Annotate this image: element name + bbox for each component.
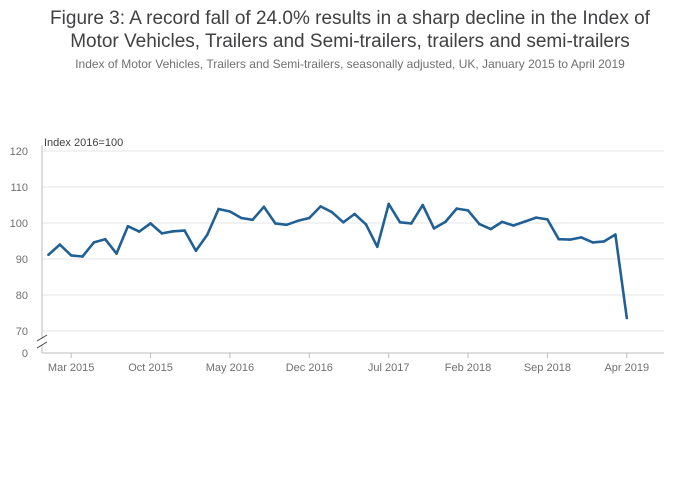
axis-break-mark [36,341,48,349]
data-point [330,210,334,214]
x-tick-label: Oct 2015 [128,362,173,374]
data-point [137,230,141,233]
data-point [546,218,549,221]
data-point [58,243,62,246]
x-tick-label: May 2016 [206,362,254,374]
y-tick-label: 80 [16,290,28,302]
data-point [149,222,152,225]
data-point [568,238,572,241]
data-point [614,233,617,236]
data-point [512,224,515,227]
data-point [126,224,130,228]
data-point [171,230,175,233]
data-point [183,229,186,232]
data-point [285,223,288,227]
y-axis-label: Index 2016=100 [44,137,123,149]
y-tick-label: 70 [16,326,28,338]
data-point [205,233,209,237]
data-point [410,222,413,225]
series-line [47,202,629,319]
data-point [432,227,436,230]
y-tick-label: 120 [10,146,28,158]
x-tick-label: Sep 2018 [524,362,571,374]
x-tick-label: Mar 2015 [48,362,94,374]
data-point [398,221,402,224]
data-point [364,223,368,226]
x-tick-label: Apr 2019 [604,362,649,374]
data-point [217,207,220,211]
data-point [478,222,481,226]
data-point [274,222,277,225]
data-point [489,227,493,231]
data-point [466,209,470,212]
data-point [228,210,232,213]
data-point [240,216,243,220]
data-point [580,236,583,239]
data-point [625,316,629,320]
chart-title-line-2: Motor Vehicles, Trailers and Semi-traile… [70,31,630,52]
y-tick-label: 100 [10,218,28,230]
data-point [262,205,266,209]
data-point [308,216,311,220]
data-point [376,245,379,249]
data-point [115,252,118,255]
data-point [455,207,459,210]
data-point [251,218,254,222]
y-tick-label: 110 [10,182,28,194]
chart-title-line-1: Figure 3: A record fall of 24.0% results… [50,8,650,29]
data-point [523,220,526,223]
y-tick-label: 0 [22,348,28,360]
x-tick-label: Jul 2017 [368,362,410,374]
data-point [160,232,164,235]
chart-subtitle: Index of Motor Vehicles, Trailers and Se… [75,57,625,71]
data-point [92,241,96,244]
data-point [421,203,425,207]
data-point [81,255,84,258]
data-point [602,240,606,243]
axis-break-mark [36,334,48,342]
data-point [444,220,447,224]
data-point [387,202,391,206]
data-point [342,221,345,224]
data-point [194,249,198,252]
y-tick-label: 90 [16,254,28,266]
data-point [557,237,560,241]
data-point [534,216,538,219]
data-point [103,237,107,241]
data-point [500,220,504,224]
data-point [69,254,73,257]
data-point [353,212,356,216]
x-tick-label: Feb 2018 [445,362,491,374]
data-point [296,219,300,223]
chart-title: Figure 3: A record fall of 24.0% results… [0,7,700,53]
data-point [591,241,595,244]
data-point [47,253,50,256]
x-tick-label: Dec 2016 [286,362,333,374]
data-point [319,205,322,208]
